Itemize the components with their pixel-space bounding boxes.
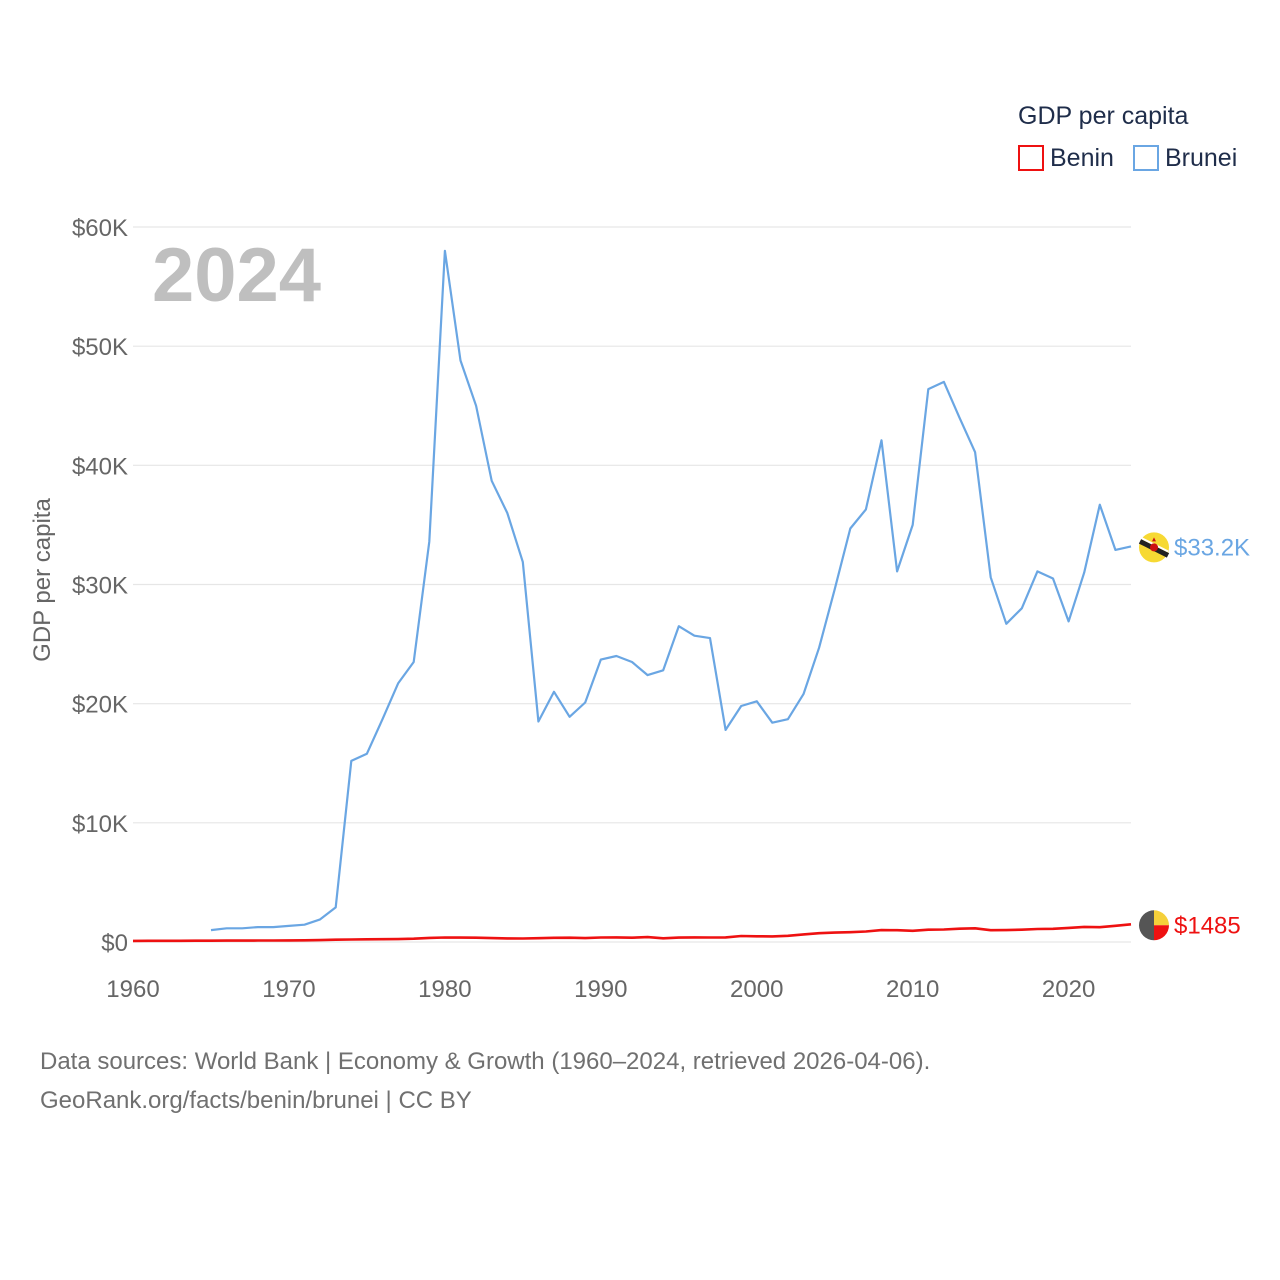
y-tick-label: $10K [72,811,128,838]
source-note: Data sources: World Bank | Economy & Gro… [40,1042,930,1120]
benin-flag-icon [1139,910,1169,941]
legend[interactable]: GDP per capita Benin Brunei [1018,102,1237,172]
legend-item-brunei[interactable]: Brunei [1133,144,1237,172]
y-tick-label: $20K [72,692,128,719]
series-layer [132,249,1132,943]
y-tick-label: $30K [72,573,128,600]
y-axis-label: GDP per capita [29,498,56,662]
x-tick-label: 2010 [886,976,939,1003]
series-line-benin[interactable] [132,923,1132,943]
legend-swatch [1018,145,1044,171]
x-tick-label: 2000 [730,976,783,1003]
year-watermark: 2024 [152,233,321,318]
legend-swatch [1133,145,1159,171]
series-line-brunei[interactable] [210,249,1132,932]
y-tick-label: $60K [72,215,128,242]
legend-label: Brunei [1165,144,1237,172]
x-tick-label: 1970 [262,976,315,1003]
end-label-brunei: $33.2K [1174,534,1250,561]
end-markers: $1485 $33.2K [1138,532,1250,941]
legend-title: GDP per capita [1018,102,1189,130]
y-tick-label: $50K [72,334,128,361]
source-line-1: Data sources: World Bank | Economy & Gro… [40,1048,931,1075]
x-axis-ticks: 1960 1970 1980 1990 2000 2010 2020 [106,976,1095,1003]
legend-label: Benin [1050,144,1114,172]
x-tick-label: 1990 [574,976,627,1003]
x-tick-label: 2020 [1042,976,1095,1003]
end-label-benin: $1485 [1174,912,1241,939]
y-tick-label: $0 [101,930,128,957]
grid-lines [133,226,1131,943]
legend-items[interactable]: Benin Brunei [1018,144,1237,172]
legend-item-benin[interactable]: Benin [1018,144,1114,172]
y-axis-ticks: $0 $10K $20K $30K $40K $50K $60K [72,215,128,957]
x-tick-label: 1980 [418,976,471,1003]
x-tick-label: 1960 [106,976,159,1003]
y-tick-label: $40K [72,453,128,480]
brunei-flag-icon [1138,532,1170,563]
source-line-2[interactable]: GeoRank.org/facts/benin/brunei | CC BY [40,1087,472,1114]
